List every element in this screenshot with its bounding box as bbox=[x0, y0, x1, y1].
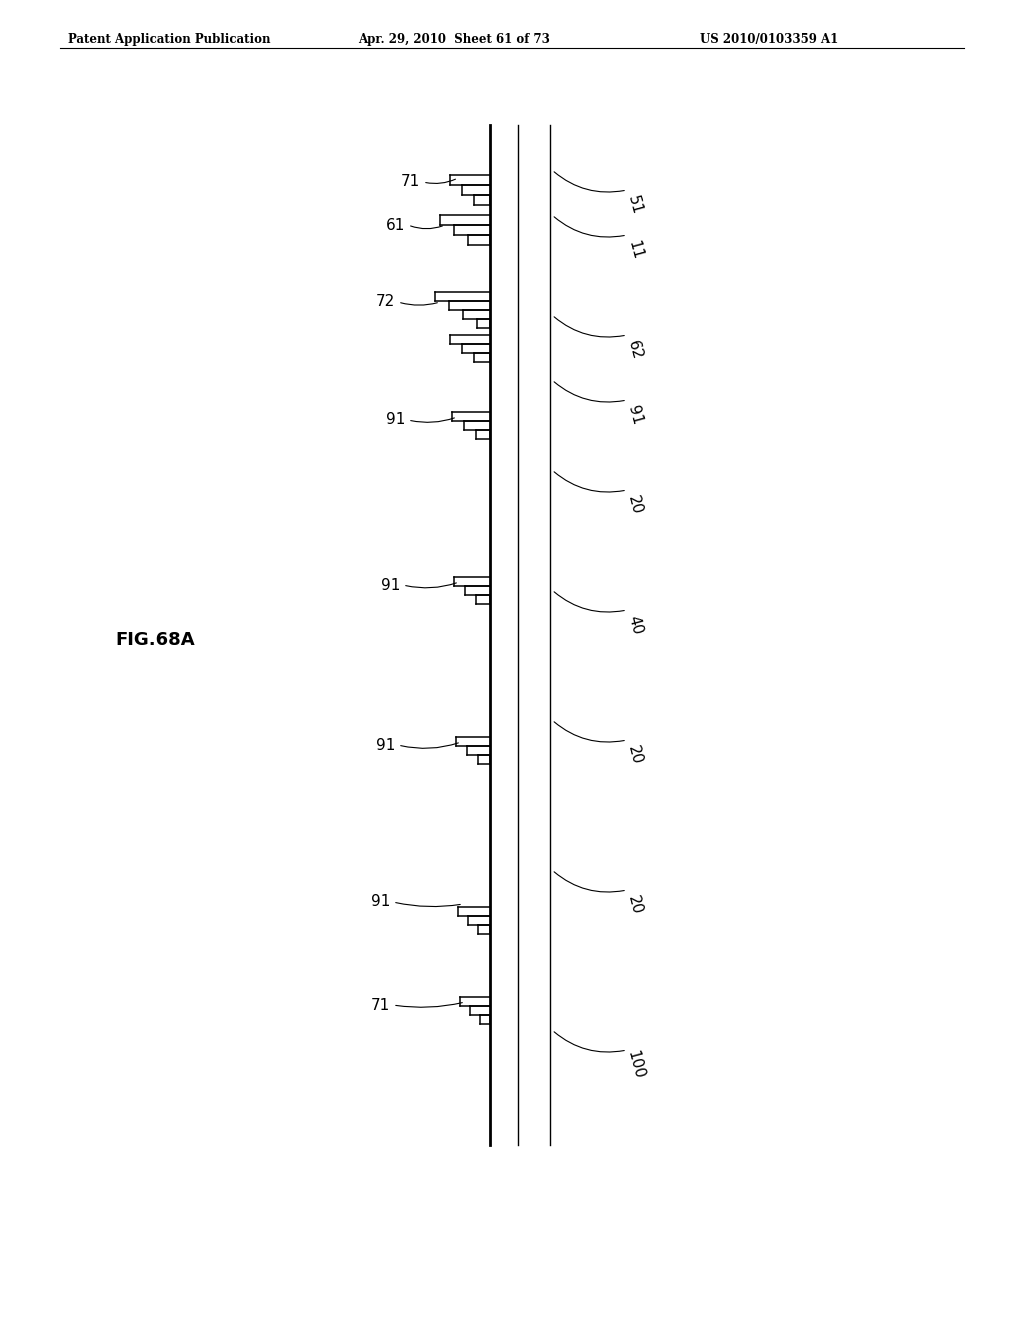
Text: Apr. 29, 2010  Sheet 61 of 73: Apr. 29, 2010 Sheet 61 of 73 bbox=[358, 33, 550, 46]
Text: 11: 11 bbox=[626, 239, 645, 261]
Text: 91: 91 bbox=[371, 895, 390, 909]
Text: 71: 71 bbox=[371, 998, 390, 1012]
Text: 20: 20 bbox=[626, 494, 645, 516]
Text: 91: 91 bbox=[381, 578, 400, 593]
Text: 51: 51 bbox=[626, 194, 645, 216]
Text: FIG.68A: FIG.68A bbox=[115, 631, 195, 649]
Text: 72: 72 bbox=[376, 294, 395, 309]
Text: Patent Application Publication: Patent Application Publication bbox=[68, 33, 270, 46]
Text: 91: 91 bbox=[626, 404, 645, 426]
Text: 91: 91 bbox=[376, 738, 395, 752]
Text: 20: 20 bbox=[626, 743, 645, 766]
Text: 61: 61 bbox=[386, 218, 406, 232]
Text: 62: 62 bbox=[626, 339, 645, 362]
Text: 91: 91 bbox=[386, 412, 406, 428]
Text: US 2010/0103359 A1: US 2010/0103359 A1 bbox=[700, 33, 839, 46]
Text: 71: 71 bbox=[400, 174, 420, 190]
Text: 40: 40 bbox=[626, 614, 645, 636]
Text: 20: 20 bbox=[626, 894, 645, 916]
Text: 100: 100 bbox=[624, 1049, 646, 1081]
